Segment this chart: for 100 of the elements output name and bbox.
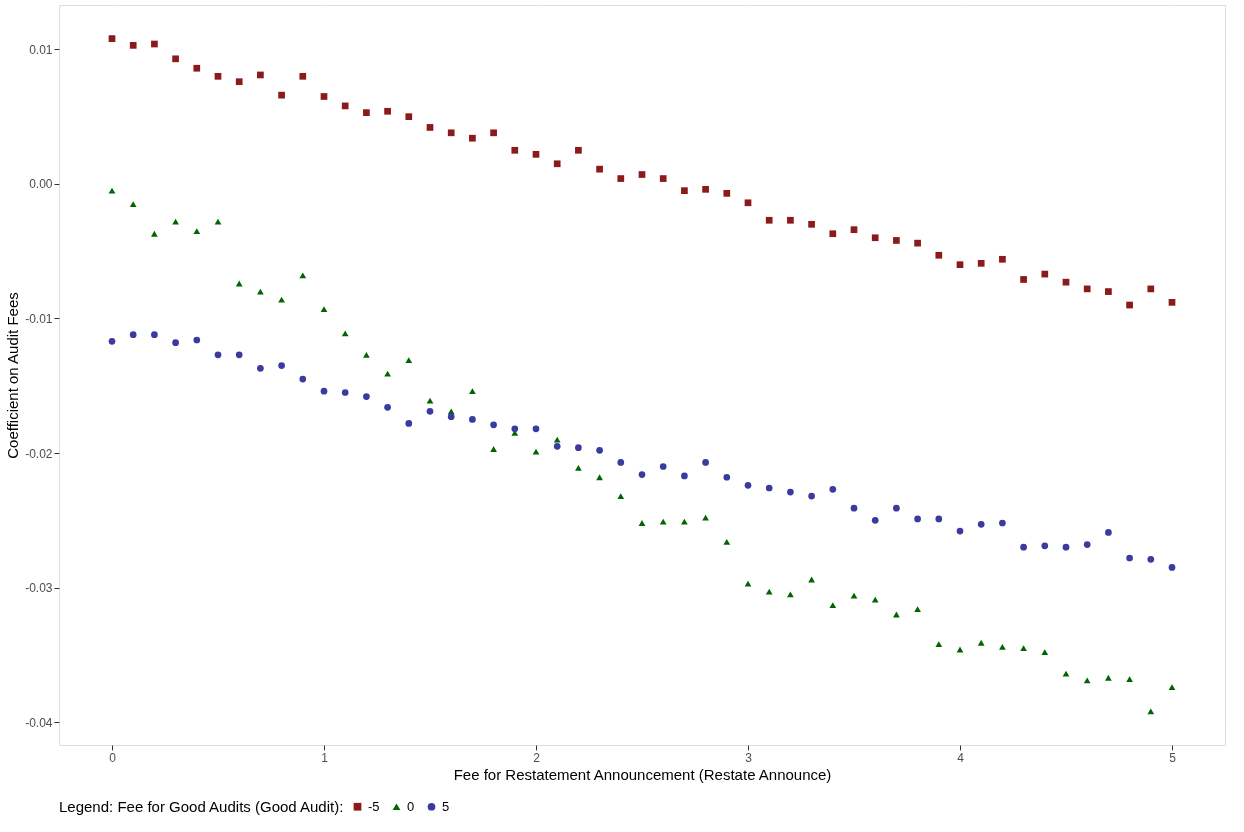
point [829, 230, 837, 238]
point [108, 35, 116, 42]
point [1105, 674, 1112, 681]
point [659, 518, 667, 525]
point [871, 234, 879, 242]
point [977, 639, 985, 646]
point [151, 331, 158, 338]
point [681, 187, 688, 195]
point [935, 515, 943, 523]
x-tick-label: 5 [1169, 750, 1177, 765]
point [278, 91, 285, 99]
point [1020, 276, 1027, 283]
point [172, 218, 179, 225]
point [765, 588, 773, 595]
point [893, 504, 900, 512]
point [871, 596, 879, 603]
point [469, 388, 476, 395]
point [850, 592, 858, 599]
point [553, 442, 561, 450]
x-tick-label: 2 [533, 750, 541, 765]
point [659, 175, 667, 182]
point [405, 113, 413, 121]
point [214, 72, 222, 80]
point [426, 407, 434, 415]
point [1062, 278, 1070, 286]
point [129, 331, 137, 338]
x-tick-label: 1 [321, 750, 329, 765]
y-tick-label: -0.01 [25, 311, 53, 326]
point [469, 134, 476, 142]
point [235, 78, 243, 86]
point [1062, 543, 1070, 551]
point [1126, 554, 1133, 562]
point [1126, 301, 1133, 309]
point [257, 364, 264, 372]
point [850, 504, 858, 512]
y-tick-label: 0.00 [29, 177, 53, 192]
point [702, 514, 709, 521]
point [596, 165, 603, 173]
point [617, 459, 625, 466]
point [532, 425, 540, 433]
point [681, 472, 688, 480]
point [1083, 541, 1091, 548]
point [744, 580, 752, 587]
point [638, 471, 646, 478]
point [426, 124, 434, 131]
point [935, 251, 943, 259]
point [914, 606, 921, 613]
point [659, 463, 667, 470]
y-tick-label: 0.01 [29, 42, 53, 57]
point [193, 228, 201, 234]
point [193, 336, 201, 344]
point [341, 330, 349, 337]
point [384, 370, 391, 377]
point [829, 486, 837, 493]
point [405, 357, 413, 364]
point [1062, 670, 1070, 677]
x-tick-label: 3 [745, 750, 753, 765]
x-axis-title: Fee for Restatement Announcement (Restate Announce) [453, 765, 832, 783]
point [914, 239, 921, 247]
point [850, 226, 858, 234]
point [744, 199, 752, 207]
point [765, 216, 773, 224]
point [1147, 285, 1155, 293]
point [172, 339, 179, 347]
legend-label: -5 [368, 798, 380, 814]
point [1041, 270, 1049, 278]
point [977, 259, 985, 267]
point [235, 351, 243, 359]
point [787, 216, 794, 224]
point [1168, 684, 1176, 691]
point [999, 255, 1006, 263]
point [914, 515, 921, 523]
point [1020, 543, 1027, 551]
point [108, 338, 116, 345]
point [405, 420, 413, 427]
point [723, 473, 731, 481]
point [341, 389, 349, 396]
point [1041, 542, 1049, 550]
point [575, 444, 582, 451]
point [935, 641, 943, 647]
point [447, 413, 455, 421]
point [214, 351, 222, 359]
point [808, 220, 815, 228]
legend-label: 5 [442, 798, 450, 814]
point [1020, 645, 1027, 652]
point [596, 474, 603, 481]
point [638, 171, 646, 178]
point [575, 464, 582, 471]
point [702, 185, 709, 193]
point [257, 71, 264, 79]
point [638, 520, 646, 526]
legend-title: Legend: Fee for Good Audits (Good Audit): [59, 798, 344, 815]
point [278, 362, 285, 369]
point [1147, 555, 1155, 563]
point [151, 230, 158, 237]
point [723, 190, 731, 197]
point [151, 40, 158, 48]
point [193, 64, 201, 72]
point [617, 493, 625, 499]
point [871, 516, 879, 524]
